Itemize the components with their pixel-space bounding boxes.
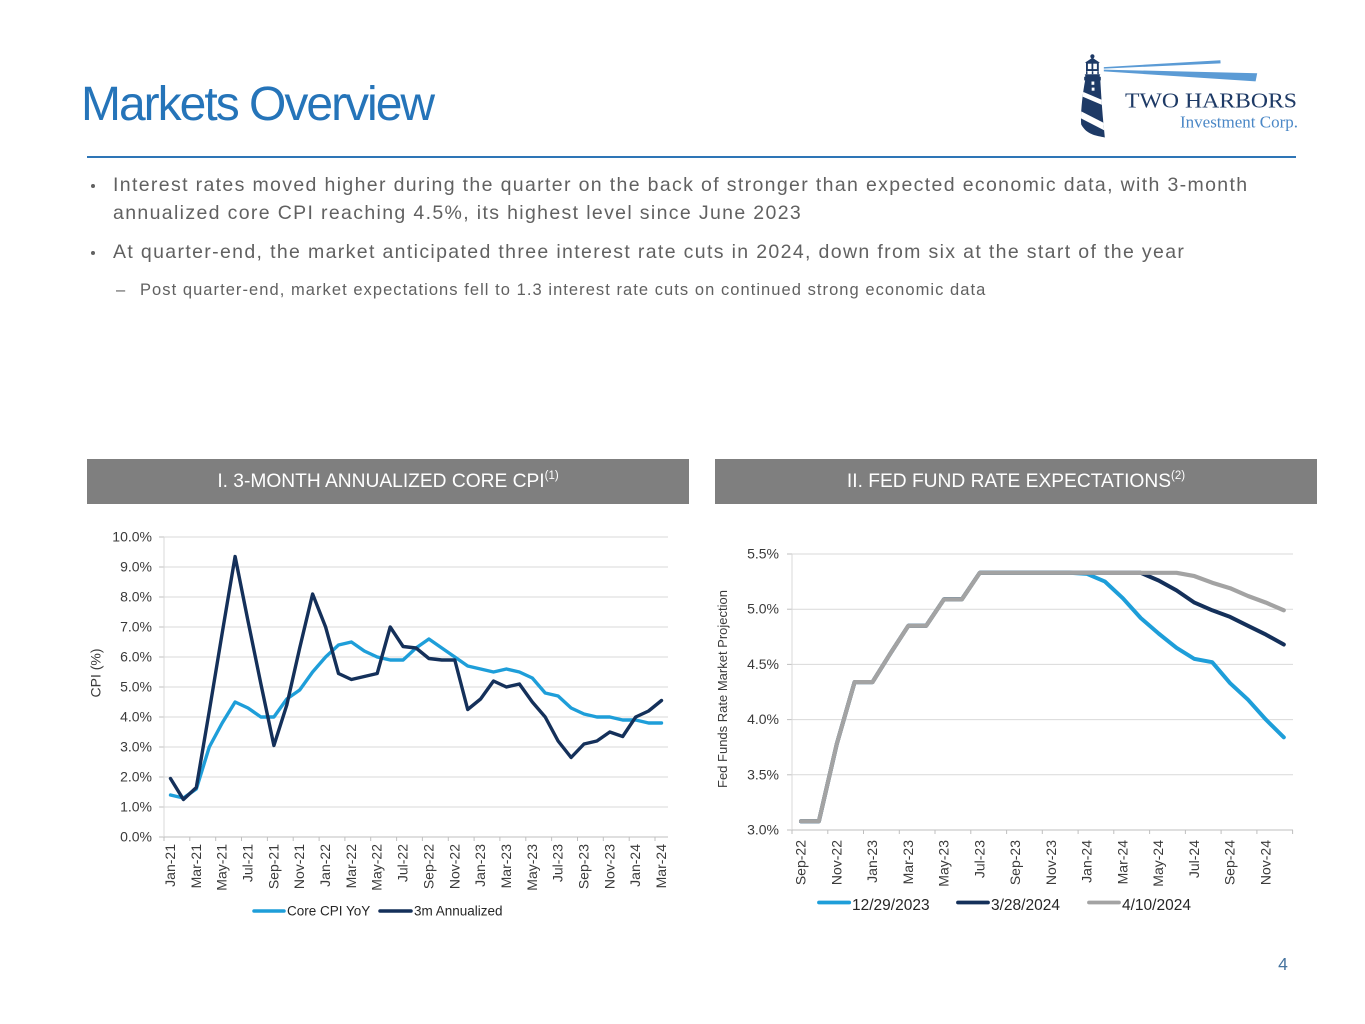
svg-text:Mar-23: Mar-23 <box>498 844 514 889</box>
svg-text:Sep-22: Sep-22 <box>793 840 809 885</box>
svg-text:Sep-23: Sep-23 <box>1007 840 1023 885</box>
svg-text:Jul-23: Jul-23 <box>971 840 987 878</box>
svg-text:Jul-23: Jul-23 <box>550 844 566 882</box>
svg-text:5.5%: 5.5% <box>747 546 779 562</box>
svg-text:3/28/2024: 3/28/2024 <box>991 897 1060 914</box>
svg-text:Nov-24: Nov-24 <box>1257 840 1273 885</box>
svg-text:Investment Corp.: Investment Corp. <box>1180 113 1298 132</box>
svg-text:7.0%: 7.0% <box>120 619 152 635</box>
svg-text:Jan-24: Jan-24 <box>1079 840 1095 883</box>
svg-text:0.0%: 0.0% <box>120 829 152 845</box>
svg-text:Jul-24: Jul-24 <box>1186 840 1202 878</box>
svg-text:6.0%: 6.0% <box>120 649 152 665</box>
svg-text:Jan-24: Jan-24 <box>627 844 643 887</box>
svg-text:5.0%: 5.0% <box>120 679 152 695</box>
svg-text:3.0%: 3.0% <box>120 739 152 755</box>
svg-text:4/10/2024: 4/10/2024 <box>1122 897 1191 914</box>
svg-text:Jan-23: Jan-23 <box>864 840 880 883</box>
svg-text:Nov-23: Nov-23 <box>601 844 617 889</box>
svg-text:Fed Funds Rate Market Projecti: Fed Funds Rate Market Projection <box>715 590 730 788</box>
svg-text:May-23: May-23 <box>936 840 952 887</box>
svg-text:4.0%: 4.0% <box>120 709 152 725</box>
svg-text:May-21: May-21 <box>214 844 230 891</box>
svg-text:3m Annualized: 3m Annualized <box>414 904 503 919</box>
svg-text:4.5%: 4.5% <box>747 656 779 672</box>
svg-text:Mar-24: Mar-24 <box>653 844 669 889</box>
svg-text:Jul-21: Jul-21 <box>240 844 256 882</box>
svg-text:Mar-21: Mar-21 <box>188 844 204 889</box>
svg-text:Nov-23: Nov-23 <box>1043 840 1059 885</box>
svg-text:Mar-22: Mar-22 <box>343 844 359 889</box>
svg-text:May-22: May-22 <box>369 844 385 891</box>
svg-text:Core CPI YoY: Core CPI YoY <box>287 904 370 919</box>
svg-text:Jan-23: Jan-23 <box>472 844 488 887</box>
svg-text:3.5%: 3.5% <box>747 766 779 782</box>
svg-text:TWO HARBORS: TWO HARBORS <box>1125 89 1297 113</box>
svg-text:Jan-22: Jan-22 <box>317 844 333 887</box>
svg-text:9.0%: 9.0% <box>120 559 152 575</box>
svg-text:10.0%: 10.0% <box>112 529 152 545</box>
svg-text:8.0%: 8.0% <box>120 589 152 605</box>
svg-text:Jan-21: Jan-21 <box>162 844 178 887</box>
svg-text:2.0%: 2.0% <box>120 769 152 785</box>
svg-text:Mar-24: Mar-24 <box>1114 840 1130 885</box>
svg-text:Nov-21: Nov-21 <box>291 844 307 889</box>
svg-text:Jul-22: Jul-22 <box>395 844 411 882</box>
svg-text:Sep-24: Sep-24 <box>1222 840 1238 885</box>
svg-text:3.0%: 3.0% <box>747 822 779 838</box>
svg-text:May-24: May-24 <box>1150 840 1166 887</box>
svg-text:1.0%: 1.0% <box>120 799 152 815</box>
svg-text:Sep-22: Sep-22 <box>420 844 436 889</box>
svg-text:5.0%: 5.0% <box>747 601 779 617</box>
svg-text:Sep-21: Sep-21 <box>265 844 281 889</box>
svg-text:Mar-23: Mar-23 <box>900 840 916 885</box>
svg-text:12/29/2023: 12/29/2023 <box>852 897 930 914</box>
svg-text:Nov-22: Nov-22 <box>446 844 462 889</box>
svg-text:May-23: May-23 <box>524 844 540 891</box>
svg-text:4.0%: 4.0% <box>747 711 779 727</box>
svg-text:CPI (%): CPI (%) <box>88 649 104 698</box>
svg-text:Nov-22: Nov-22 <box>828 840 844 885</box>
svg-text:Sep-23: Sep-23 <box>576 844 592 889</box>
